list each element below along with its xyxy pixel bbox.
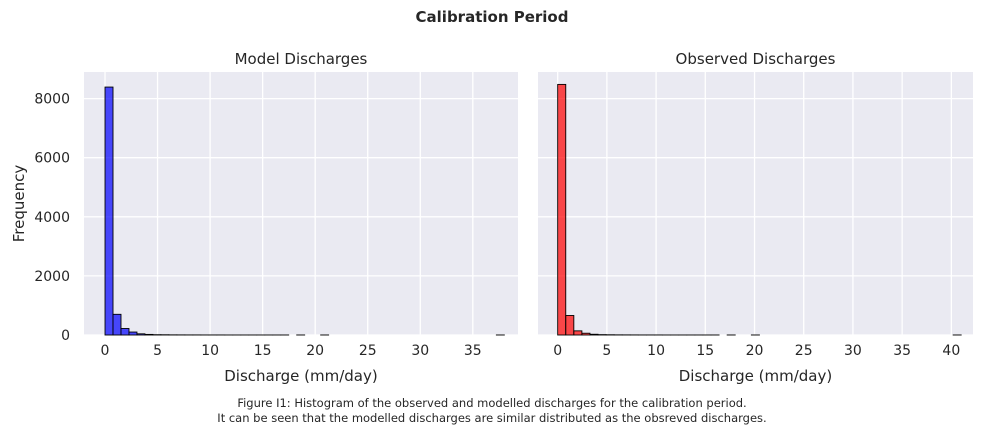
histogram-bar [136,333,146,336]
x-tick-label: 30 [844,343,862,359]
histogram-bar [120,328,130,336]
histogram-bar [112,313,122,336]
caption-line-2: It can be seen that the modelled dischar… [217,411,766,425]
y-axis-label: Frequency [10,165,28,243]
model-discharges-panel: 0 5 10 15 20 25 30 35 0 2000 4000 6000 8000 Model Dis… [10,50,518,385]
histogram-bar [589,333,599,336]
x-tick-label: 15 [254,343,272,359]
y-tick-label: 4000 [34,210,70,226]
histogram-bar [557,83,567,336]
y-tick-label: 6000 [34,151,70,167]
histogram-bar [128,331,138,336]
x-tick-label: 20 [746,343,764,359]
x-tick-label: 10 [201,343,219,359]
x-axis-label: Discharge (mm/day) [224,367,377,385]
histogram-bar [565,315,575,336]
panel-title: Observed Discharges [676,50,836,68]
x-tick-label: 25 [795,343,813,359]
x-tick-label: 0 [553,343,562,359]
x-tick-label: 25 [359,343,377,359]
x-tick-label: 30 [411,343,429,359]
x-tick-label: 35 [893,343,911,359]
y-tick-label: 0 [61,328,70,344]
x-tick-label: 0 [101,343,110,359]
histogram-bar [573,330,583,336]
figure-suptitle: Calibration Period [416,8,569,26]
histogram-bar [104,86,114,336]
x-axis-label: Discharge (mm/day) [679,367,832,385]
plot-area [84,72,518,335]
y-tick-label: 8000 [34,92,70,108]
x-tick-label: 10 [647,343,665,359]
panel-title: Model Discharges [235,50,368,68]
y-tick-label: 2000 [34,269,70,285]
x-tick-label: 40 [942,343,960,359]
x-tick-label: 5 [153,343,162,359]
observed-discharges-panel: 0 5 10 15 20 25 30 35 40 Observed Discharges Disch… [538,50,973,385]
plot-area [538,72,973,335]
x-tick-label: 35 [464,343,482,359]
x-tick-label: 15 [696,343,714,359]
histogram-bar [581,332,591,336]
histogram-bar [144,333,154,336]
x-tick-label: 20 [306,343,324,359]
x-tick-label: 5 [602,343,611,359]
caption-line-1: Figure I1: Histogram of the observed and… [237,396,746,410]
